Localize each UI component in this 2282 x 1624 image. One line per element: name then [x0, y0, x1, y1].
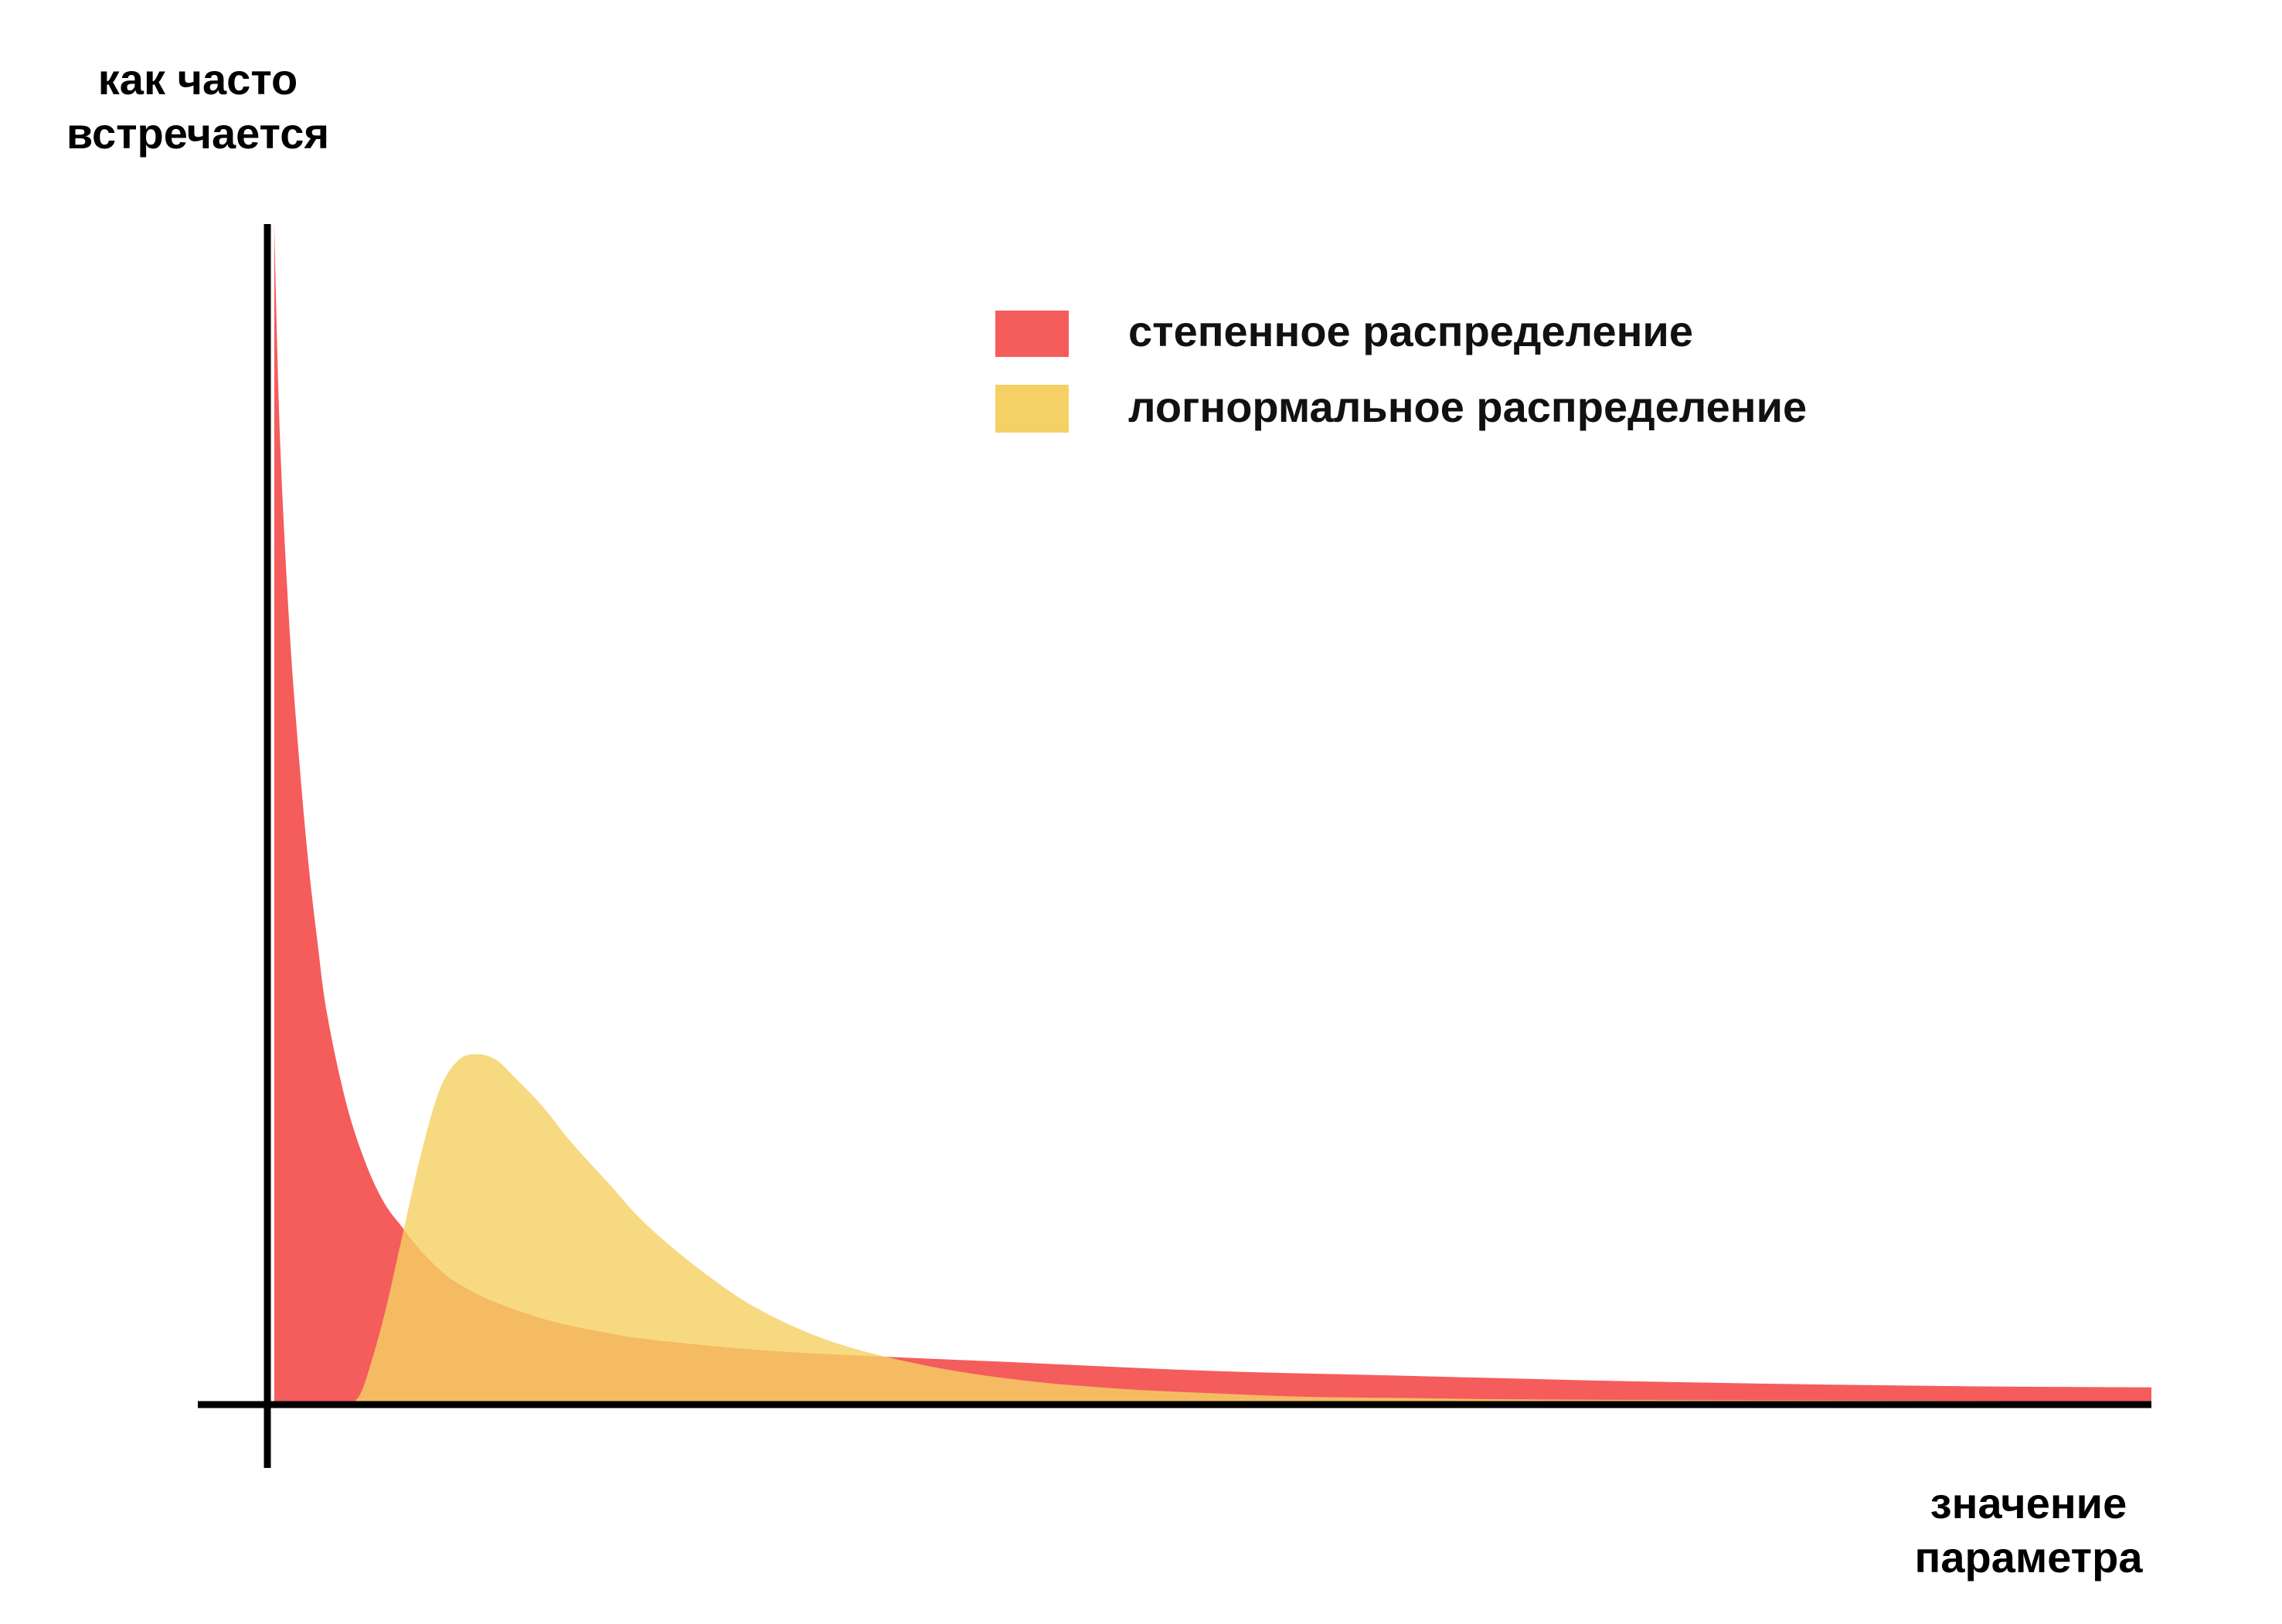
- legend-label-lognormal: логнормальное распределение: [1128, 382, 1807, 431]
- legend: степенное распределение логнормальное ра…: [995, 307, 1807, 433]
- lognormal-area: [355, 1054, 2151, 1401]
- plot-areas: [274, 224, 2152, 1401]
- x-axis-label-line-2: параметра: [1915, 1533, 2144, 1582]
- legend-label-power-law: степенное распределение: [1128, 307, 1693, 355]
- y-axis-label-line-1: как часто: [98, 55, 298, 104]
- legend-swatch-lognormal: [995, 385, 1069, 433]
- legend-swatch-power-law: [995, 311, 1069, 357]
- x-axis-label-line-1: значение: [1930, 1479, 2127, 1527]
- y-axis-label-line-2: встречается: [66, 109, 329, 158]
